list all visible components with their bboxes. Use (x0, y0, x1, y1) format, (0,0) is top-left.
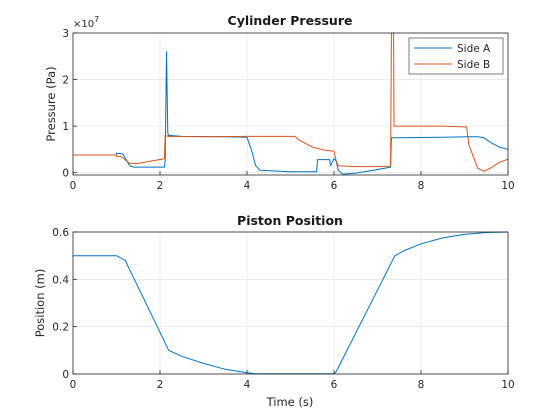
position-x-tick-label-1: 2 (157, 379, 164, 391)
position-y-label: Position (m) (33, 269, 47, 338)
position-axes-box (72, 231, 509, 375)
pressure-y-tick-label-2: 2 (62, 75, 69, 87)
position-x-tick-label-4: 8 (418, 379, 425, 391)
legend-label-side-a: Side A (457, 43, 491, 55)
pressure-x-tick-label-3: 6 (331, 180, 338, 192)
position-x-tick-label-2: 4 (244, 379, 251, 391)
pressure-y-multiplier: ×107 (73, 15, 99, 30)
position-plot-area (73, 232, 508, 374)
position-chart-title: Piston Position (237, 213, 343, 228)
pressure-line-side-a (73, 51, 509, 175)
position-x-tick-label-3: 6 (331, 379, 338, 391)
pressure-lines (73, 32, 509, 175)
pressure-y-tick-label-0: 0 (62, 168, 69, 180)
pressure-line-side-b (73, 32, 509, 172)
pressure-axes-box (72, 32, 509, 176)
position-y-tick-label-2: 0.4 (52, 274, 69, 286)
pressure-legend: Side A Side B (408, 37, 504, 75)
pressure-ticks: 0 2 4 6 8 10 0 1 2 3 (62, 28, 514, 192)
position-chart: Piston Position 0 2 4 6 8 10 0 0.2 0.4 0.6 Positi… (33, 213, 515, 409)
pressure-chart-title: Cylinder Pressure (228, 13, 353, 28)
pressure-y-multiplier-base: ×10 (73, 19, 94, 30)
pressure-legend-box (408, 37, 504, 75)
position-y-tick-label-0: 0 (62, 369, 69, 381)
pressure-y-tick-label-1: 1 (62, 121, 69, 133)
pressure-x-tick-label-4: 8 (418, 180, 425, 192)
pressure-x-tick-label-2: 4 (244, 180, 251, 192)
pressure-chart: Cylinder Pressure 0 2 4 6 8 10 0 1 2 3 ×107 Press… (44, 13, 515, 192)
position-x-label: Time (s) (266, 395, 314, 409)
pressure-x-tick-label-5: 10 (501, 180, 514, 192)
pressure-x-tick-label-0: 0 (70, 180, 77, 192)
pressure-y-multiplier-exponent: 7 (94, 15, 99, 24)
position-x-tick-label-5: 10 (501, 379, 514, 391)
position-x-tick-label-0: 0 (70, 379, 77, 391)
pressure-x-tick-label-1: 2 (157, 180, 164, 192)
position-y-tick-label-3: 0.6 (52, 227, 69, 239)
pressure-y-label: Pressure (Pa) (44, 66, 58, 141)
position-y-tick-label-1: 0.2 (52, 322, 69, 334)
legend-label-side-b: Side B (457, 59, 490, 71)
pressure-y-tick-label-3: 3 (62, 28, 69, 40)
position-ticks: 0 2 4 6 8 10 0 0.2 0.4 0.6 (52, 227, 514, 391)
